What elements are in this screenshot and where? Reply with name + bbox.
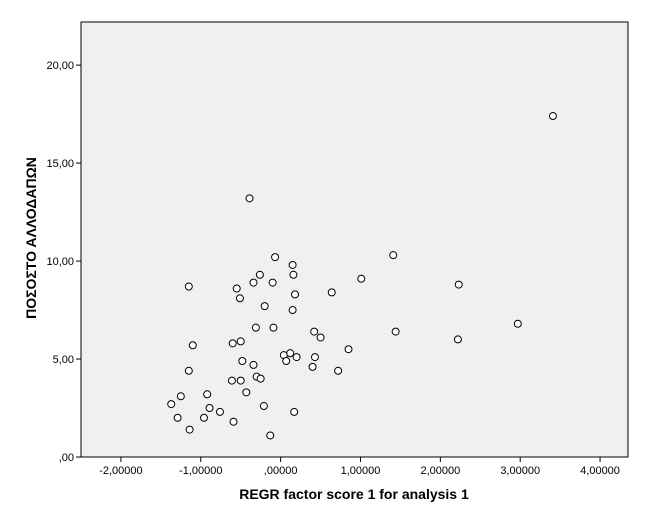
data-point bbox=[288, 306, 297, 315]
data-point bbox=[176, 392, 185, 401]
data-point bbox=[251, 323, 260, 332]
data-point bbox=[238, 356, 247, 365]
data-point bbox=[308, 362, 317, 371]
data-point bbox=[249, 360, 258, 369]
data-point bbox=[292, 353, 301, 362]
data-point bbox=[199, 413, 208, 422]
data-point bbox=[513, 319, 522, 328]
data-point bbox=[548, 112, 557, 121]
data-point bbox=[453, 335, 462, 344]
data-point bbox=[268, 278, 277, 287]
data-point bbox=[188, 341, 197, 350]
data-point bbox=[228, 339, 237, 348]
data-point bbox=[290, 407, 299, 416]
data-point bbox=[227, 376, 236, 385]
x-tick-label: 1,00000 bbox=[341, 465, 381, 477]
data-point bbox=[271, 253, 280, 262]
y-axis-title: ΠΟΣΟΣΤΟ ΑΛΛΟΔΑΠΩΝ bbox=[23, 157, 39, 319]
data-point bbox=[242, 388, 251, 397]
data-point bbox=[454, 280, 463, 289]
data-point bbox=[282, 356, 291, 365]
x-tick-label: 2,00000 bbox=[420, 465, 460, 477]
data-point bbox=[310, 353, 319, 362]
data-point bbox=[205, 404, 214, 413]
data-point bbox=[203, 390, 212, 399]
data-point bbox=[291, 290, 300, 299]
data-point bbox=[215, 407, 224, 416]
data-point bbox=[249, 278, 258, 287]
y-tick-label: 5,00 bbox=[53, 354, 74, 366]
data-point bbox=[167, 400, 176, 409]
data-point bbox=[344, 345, 353, 354]
x-tick-label: -1,00000 bbox=[179, 465, 222, 477]
data-point bbox=[389, 251, 398, 260]
x-tick-label: ,00000 bbox=[264, 465, 298, 477]
data-point bbox=[185, 425, 194, 434]
x-tick-label: -2,00000 bbox=[99, 465, 142, 477]
data-point bbox=[391, 327, 400, 336]
x-tick-label: 3,00000 bbox=[500, 465, 540, 477]
data-point bbox=[327, 288, 336, 297]
data-point bbox=[236, 337, 245, 346]
data-point bbox=[288, 260, 297, 269]
data-point bbox=[255, 270, 264, 279]
x-axis: -2,00000 -1,00000 ,00000 1,00000 2,00000 3,00… bbox=[99, 457, 620, 477]
y-tick-label: 10,00 bbox=[46, 256, 74, 268]
data-point bbox=[173, 413, 182, 422]
data-point bbox=[256, 374, 265, 383]
data-point bbox=[235, 294, 244, 303]
data-point bbox=[232, 284, 241, 293]
data-point bbox=[334, 366, 343, 375]
data-point bbox=[184, 282, 193, 291]
data-point bbox=[269, 323, 278, 332]
data-points bbox=[167, 112, 557, 440]
data-point bbox=[286, 349, 295, 358]
x-tick-label: 4,00000 bbox=[580, 465, 620, 477]
y-tick-label: 20,00 bbox=[46, 60, 74, 72]
y-axis: ,00 5,00 10,00 15,00 20,00 bbox=[46, 60, 81, 464]
data-point bbox=[266, 431, 275, 440]
data-point bbox=[310, 327, 319, 336]
data-point bbox=[316, 333, 325, 342]
x-axis-title: REGR factor score 1 for analysis 1 bbox=[239, 486, 469, 502]
y-tick-label: ,00 bbox=[59, 452, 74, 464]
data-point bbox=[236, 376, 245, 385]
y-tick-label: 15,00 bbox=[46, 158, 74, 170]
data-point bbox=[229, 417, 238, 426]
data-point bbox=[357, 274, 366, 283]
data-point bbox=[245, 194, 254, 203]
data-point bbox=[184, 366, 193, 375]
data-point bbox=[259, 402, 268, 411]
data-point bbox=[289, 270, 298, 279]
plot-area bbox=[80, 21, 629, 458]
data-point bbox=[260, 302, 269, 311]
